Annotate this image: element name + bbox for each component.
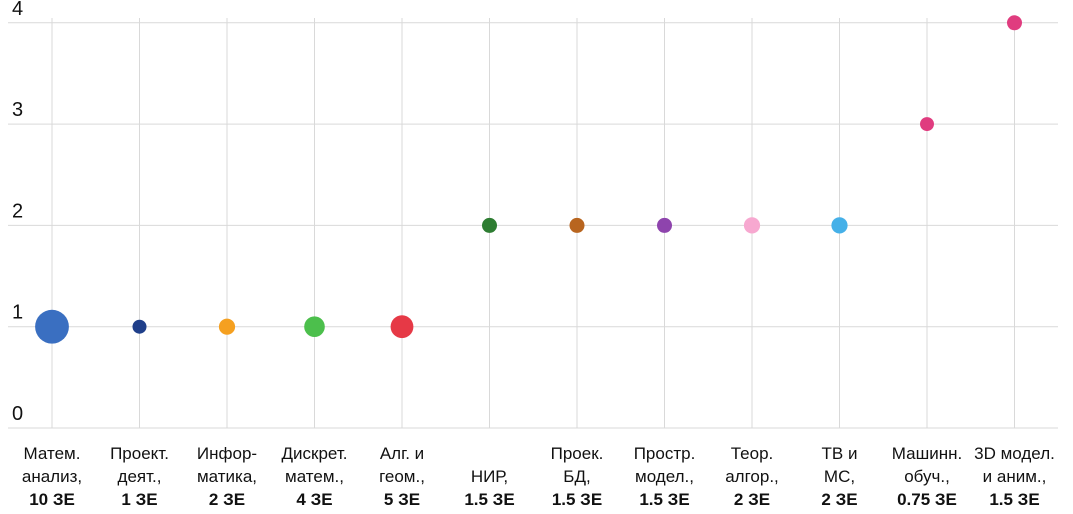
x-tick-label: Инфор- [197,444,257,463]
x-tick-credits: 2 ЗЕ [821,490,857,509]
data-point [35,309,69,344]
data-point [304,316,325,338]
x-tick-credits: 1 ЗЕ [121,490,157,509]
x-tick-label: Простр. [634,444,696,463]
x-tick-credits: 1.5 ЗЕ [464,490,514,509]
x-tick-label: обуч., [904,467,950,486]
x-tick-credits: 1.5 ЗЕ [552,490,602,509]
y-tick-label: 2 [12,200,23,222]
x-tick-label: 3D модел. [974,444,1055,463]
x-tick-label: и аним., [983,467,1047,486]
x-tick-label: Матем. [24,444,81,463]
x-tick-label: модел., [635,467,694,486]
data-points [35,15,1022,344]
x-tick-label: БД, [563,467,590,486]
data-point [390,315,414,339]
x-tick-label: матика, [197,467,257,486]
data-point [482,217,497,233]
x-tick-label: НИР, [471,467,508,486]
x-tick-credits: 4 ЗЕ [296,490,332,509]
data-point [569,217,585,233]
x-tick-label: ТВ и [822,444,858,463]
x-tick-credits: 10 ЗЕ [29,490,75,509]
x-tick-label: деят., [118,467,162,486]
y-tick-label: 1 [12,302,23,324]
y-tick-label: 4 [12,0,23,20]
x-tick-credits: 1.5 ЗЕ [989,490,1039,509]
x-tick-credits: 0.75 ЗЕ [897,490,957,509]
data-point [132,319,147,334]
grid-lines [8,18,1058,429]
data-point [1007,15,1022,31]
x-tick-label: матем., [285,467,344,486]
x-tick-credits: 5 ЗЕ [384,490,420,509]
x-tick-label: Алг. и [380,444,424,463]
y-tick-label: 3 [12,99,23,121]
x-tick-label: Проект. [110,444,169,463]
data-point [743,217,761,234]
y-axis-ticks: 0 1 2 3 4 [12,0,23,425]
y-tick-label: 0 [12,403,23,425]
data-point [831,217,848,234]
x-tick-label: геом., [379,467,425,486]
x-axis-labels: Матем. анализ, 10 ЗЕ Проект. деят., 1 ЗЕ Инфор… [22,444,1055,509]
x-tick-label: Теор. [731,444,774,463]
x-tick-label: Машинн. [892,444,962,463]
x-tick-credits: 2 ЗЕ [209,490,245,509]
data-point [657,217,672,233]
x-tick-label: МС, [824,467,855,486]
data-point [218,318,236,335]
x-tick-label: анализ, [22,467,82,486]
x-tick-credits: 1.5 ЗЕ [639,490,689,509]
x-tick-credits: 2 ЗЕ [734,490,770,509]
x-tick-label: Дискрет. [282,444,348,463]
x-tick-label: Проек. [551,444,604,463]
x-tick-label: алгор., [725,467,779,486]
data-point [920,117,934,132]
